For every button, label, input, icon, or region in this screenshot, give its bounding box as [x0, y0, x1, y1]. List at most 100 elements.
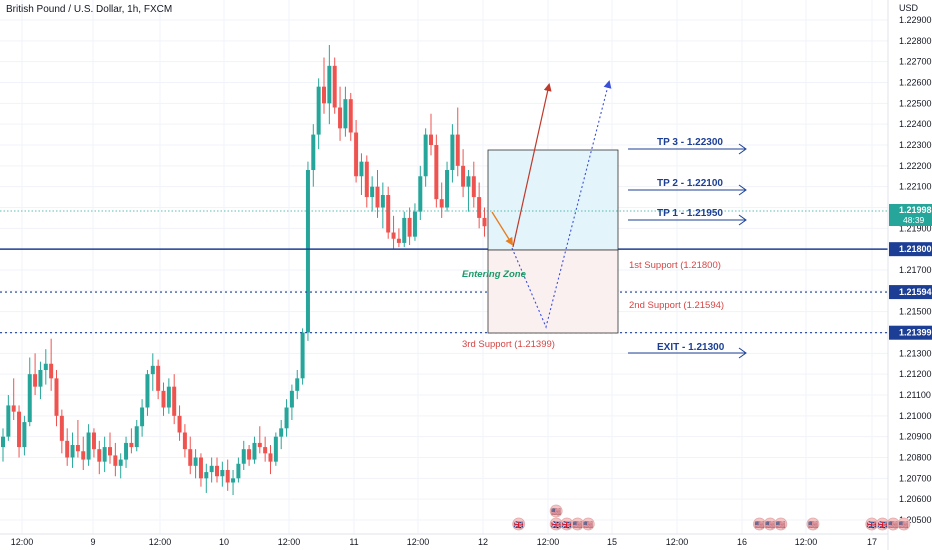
time-tick-label: 12:00 — [795, 537, 818, 547]
candle-body — [22, 422, 27, 448]
price-axis[interactable]: 1.22900 1.22800 1.22700 1.22600 1.22500 1.224… — [899, 15, 932, 525]
price-tick-label: 1.21000 — [899, 411, 932, 421]
price-tick-label: 1.22600 — [899, 78, 932, 88]
candle-body — [284, 407, 289, 429]
time-tick-label: 12:00 — [278, 537, 301, 547]
candle — [450, 124, 455, 183]
candle-body — [236, 463, 241, 479]
price-tick-label: 1.20900 — [899, 432, 932, 442]
candle — [166, 378, 171, 414]
candle-body — [33, 374, 38, 387]
projected-path — [511, 80, 612, 329]
event-marker-icon[interactable] — [512, 517, 526, 531]
price-tick-label: 1.21700 — [899, 265, 932, 275]
level-tag-bg — [889, 242, 932, 257]
chart-title: British Pound / U.S. Dollar, 1h, FXCM — [6, 4, 172, 15]
candle — [108, 432, 112, 464]
candle-body — [225, 470, 230, 483]
tp3-label: TP 3 - 1.22300 — [657, 137, 723, 148]
candle-body — [97, 449, 102, 462]
candle-body — [113, 455, 118, 466]
candle — [396, 228, 401, 248]
candle — [215, 457, 219, 483]
candle — [43, 349, 48, 385]
candle-body — [198, 457, 203, 479]
price-tick-label: 1.21300 — [899, 348, 932, 358]
candle — [461, 149, 466, 198]
candle — [445, 161, 450, 212]
candle-body — [370, 186, 375, 198]
candle — [236, 457, 241, 483]
event-flag: 🇬🇧 — [514, 521, 524, 530]
candle-body — [188, 449, 193, 466]
candle-body — [220, 470, 225, 477]
candle — [113, 442, 118, 477]
event-marker-icon[interactable] — [549, 504, 563, 518]
event-marker-icon[interactable] — [897, 517, 911, 531]
arrowheads — [738, 143, 747, 359]
candle — [241, 440, 246, 470]
candle-body — [263, 447, 268, 454]
event-marker-icon[interactable] — [806, 517, 820, 531]
candle — [295, 370, 300, 400]
last-price-tag: 1.21998 48:39 — [889, 204, 932, 226]
candle-body — [402, 217, 407, 243]
candle — [182, 424, 187, 458]
candle — [129, 428, 134, 454]
event-flag: 🇺🇸 — [754, 521, 764, 530]
candle — [455, 107, 460, 177]
event-marker-icon[interactable] — [774, 517, 788, 531]
candle-body — [338, 107, 343, 129]
candle-body — [273, 436, 278, 462]
price-tick-label: 1.20700 — [899, 473, 932, 483]
candle-body — [311, 134, 316, 170]
candle — [54, 370, 59, 427]
candle — [75, 420, 80, 458]
candle-body — [471, 176, 476, 198]
candle — [231, 470, 236, 495]
candle-body — [182, 432, 187, 450]
candle — [172, 374, 177, 425]
candle-body — [439, 199, 444, 208]
candle-body — [279, 428, 284, 437]
event-flag: 🇺🇸 — [808, 521, 818, 530]
candle — [124, 436, 129, 468]
time-axis[interactable]: 12:00 9 12:00 10 12:00 11 12:00 12 12:00 15 12:00 1… — [11, 537, 877, 547]
candle — [316, 78, 321, 150]
price-tick-label: 1.22900 — [899, 15, 932, 25]
time-tick-label: 16 — [737, 537, 747, 547]
candle-body — [172, 386, 177, 416]
candle-body — [118, 459, 123, 466]
candle — [1, 428, 5, 462]
candle-body — [450, 134, 455, 170]
time-tick-label: 12 — [478, 537, 488, 547]
candle-body — [289, 390, 294, 408]
event-marker-icon[interactable] — [581, 517, 595, 531]
candle — [327, 45, 332, 125]
candle-body — [38, 370, 43, 387]
candle — [91, 428, 96, 458]
candle — [332, 57, 337, 114]
candle-body — [193, 457, 198, 466]
candle-body — [380, 195, 385, 208]
candle-body — [429, 134, 433, 145]
candle-body — [17, 411, 22, 448]
candle — [284, 399, 289, 437]
candle-body — [316, 86, 321, 135]
candle — [359, 153, 364, 195]
level-tag-label: 1.21800 — [899, 244, 932, 254]
economic-events[interactable]: 🇬🇧🇬🇧🇺🇸🇬🇧🇺🇸🇺🇸🇺🇸🇺🇸🇺🇸🇺🇸🇬🇧🇬🇧🇺🇸🇺🇸🇺🇸 — [512, 504, 932, 531]
price-tick-label: 1.21200 — [899, 369, 932, 379]
candle-body — [215, 465, 219, 477]
candle-body — [332, 65, 337, 108]
price-tick-label: 1.22800 — [899, 36, 932, 46]
candle-body — [145, 374, 150, 408]
price-tick-label: 1.20800 — [899, 453, 932, 463]
candle-body — [150, 365, 155, 375]
candle-body — [134, 426, 139, 448]
candle-body — [124, 442, 129, 460]
candle — [354, 120, 359, 183]
candle-body — [59, 415, 64, 441]
candle-body — [391, 232, 396, 239]
